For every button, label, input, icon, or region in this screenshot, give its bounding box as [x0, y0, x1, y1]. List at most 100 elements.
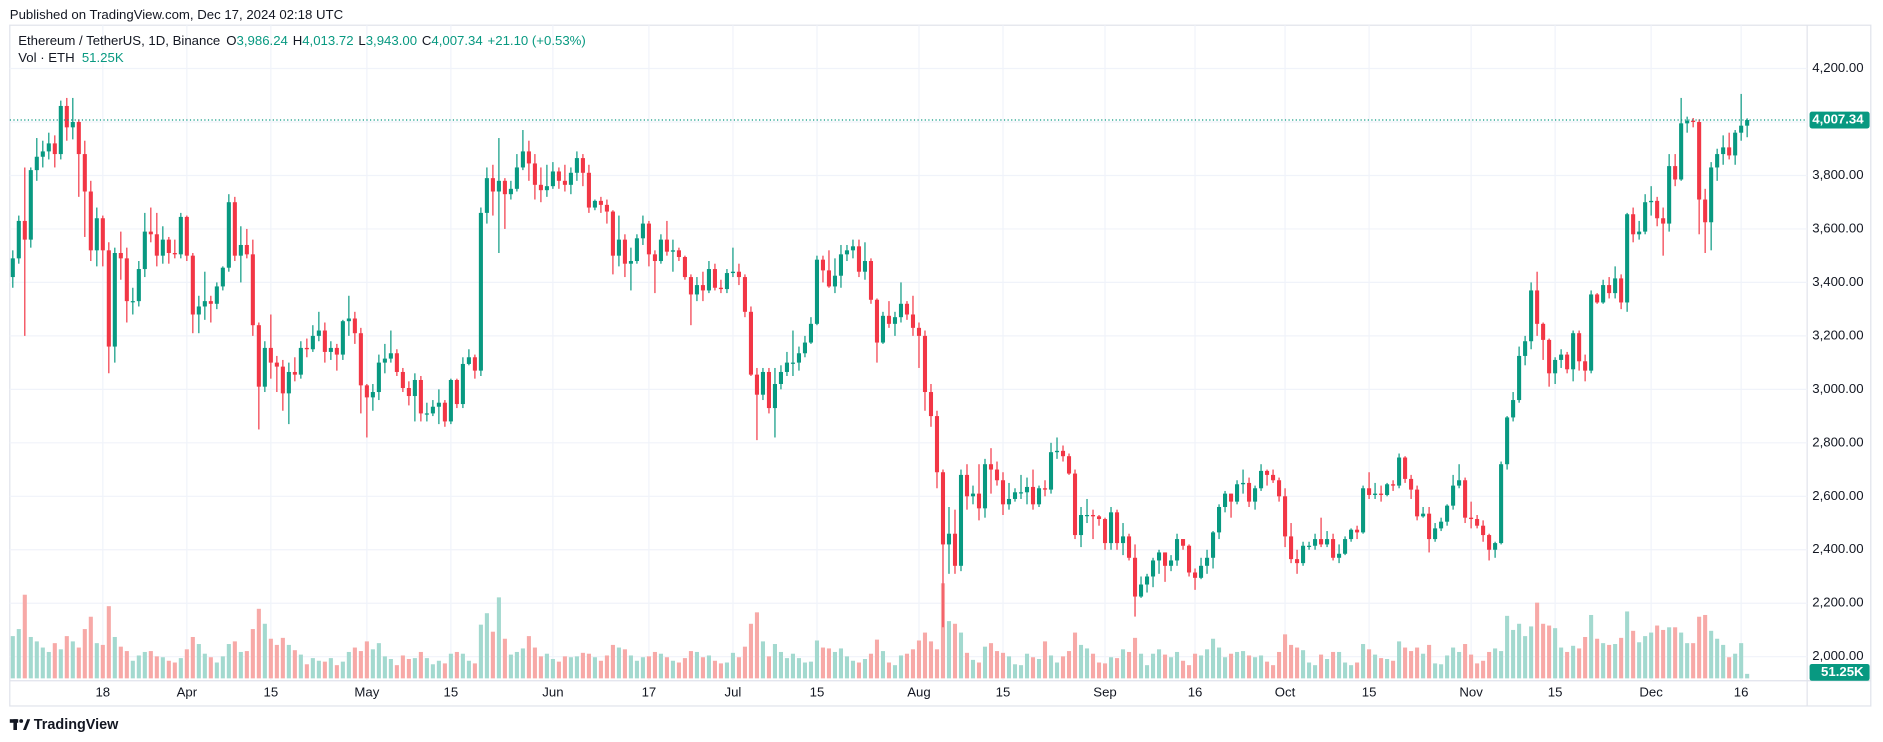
candle-body [280, 366, 285, 394]
candle-body [238, 244, 243, 256]
candle-body [1253, 488, 1258, 502]
candle-body [1126, 536, 1132, 558]
candle-body [1565, 354, 1570, 370]
volume-bar [340, 661, 345, 679]
candle-body [1048, 452, 1054, 490]
volume-bar [1277, 651, 1282, 679]
candle-body [1385, 484, 1390, 495]
volume-bar [874, 639, 880, 679]
candle-body [1625, 214, 1630, 303]
volume-bar [406, 658, 411, 679]
volume-bar [844, 656, 850, 679]
ohlc-key: O [226, 34, 236, 49]
volume-bar [1168, 657, 1174, 679]
candle-body [622, 239, 627, 264]
candle-body [1295, 559, 1300, 564]
candle-body [1313, 539, 1318, 546]
volume-bar [112, 636, 117, 679]
candle-body [1463, 480, 1468, 518]
volume-bar [1625, 611, 1630, 679]
volume-bar [1102, 663, 1108, 679]
volume-bar [184, 649, 189, 679]
volume-bar [1469, 654, 1474, 679]
candle-body [1186, 545, 1192, 573]
candle-body [124, 258, 129, 302]
volume-bar [814, 640, 820, 679]
volume-bar [1709, 630, 1714, 679]
volume-bar [40, 647, 45, 679]
volume-bar [952, 623, 958, 679]
candle-body [1577, 333, 1582, 362]
candle-body [118, 252, 123, 259]
candle-body [628, 261, 633, 264]
candle-body [964, 474, 970, 497]
volume-bar [1559, 647, 1564, 679]
volume-bar [514, 651, 519, 679]
volume-bar [676, 662, 681, 679]
candle-body [526, 151, 531, 164]
volume-bar [232, 641, 237, 679]
volume-bar [1727, 657, 1732, 679]
volume-bar [850, 660, 856, 679]
candle-body [166, 239, 171, 253]
logo-dot [19, 719, 24, 723]
candle-body [1319, 539, 1324, 545]
candle-body [724, 273, 729, 290]
candle-body [364, 385, 369, 398]
volume-bar [1541, 623, 1546, 679]
volume-bar [82, 629, 87, 679]
candle-body [1523, 341, 1528, 356]
volume-bar [94, 643, 99, 679]
volume-bar [1090, 653, 1096, 679]
candle-body [226, 202, 231, 268]
volume-bar [1337, 651, 1342, 679]
volume-bar [1193, 653, 1198, 679]
candle-body [694, 285, 699, 295]
ohlc-key: L [358, 34, 365, 49]
candle-body [1162, 552, 1168, 566]
volume-bar [700, 657, 705, 679]
volume-bar [1072, 632, 1078, 679]
candle-body [1445, 505, 1450, 522]
volume-bar [628, 655, 633, 679]
candle-body [394, 353, 399, 372]
candle-body [1697, 121, 1702, 200]
volume-bar [304, 664, 309, 679]
candle-body [658, 239, 663, 262]
volume-bar [1018, 665, 1024, 679]
x-tick-label: 16 [1188, 684, 1203, 699]
x-tick-label: Aug [907, 684, 930, 699]
volume-bar [826, 648, 832, 679]
candle-body [1355, 529, 1360, 533]
volume-bar [736, 657, 741, 679]
candle-body [1691, 120, 1696, 122]
volume-bar [1000, 652, 1006, 679]
volume-bar [556, 661, 561, 679]
candle-body [1709, 167, 1714, 223]
volume-bar [880, 651, 886, 679]
candle-body [802, 342, 808, 354]
volume-bar [610, 644, 615, 679]
volume-bar [562, 656, 567, 679]
candle-body [1661, 218, 1666, 224]
volume-bar [400, 655, 405, 679]
candle-body [1439, 521, 1444, 529]
volume-bar [394, 665, 399, 679]
candle-body [1679, 123, 1684, 180]
volume-bar [148, 651, 153, 679]
candle-body [922, 335, 928, 393]
candle-body [316, 330, 321, 336]
candle-body [1259, 470, 1264, 489]
candle-body [1271, 474, 1276, 481]
candle-body [940, 472, 946, 545]
candle-body [172, 252, 177, 255]
volume-bar [1265, 661, 1270, 679]
candle-body [322, 330, 327, 352]
volume-bar [100, 644, 105, 679]
candle-body [1289, 536, 1294, 560]
volume-bar [460, 653, 465, 679]
candle-body [484, 178, 489, 213]
candle-body [1373, 493, 1378, 495]
candle-body [1150, 560, 1156, 577]
